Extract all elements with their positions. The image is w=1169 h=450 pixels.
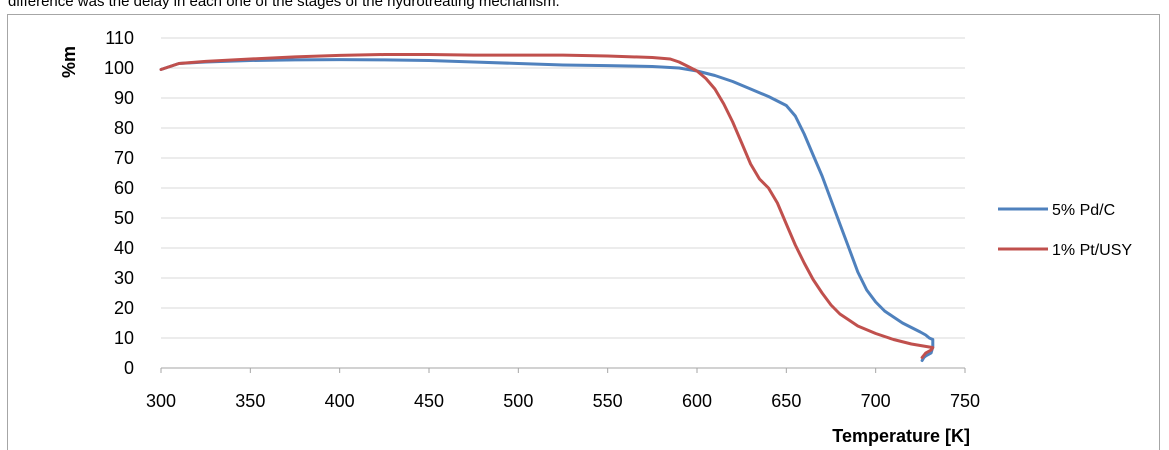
x-tick-label: 550 xyxy=(593,391,623,411)
x-tick-label: 400 xyxy=(325,391,355,411)
chart-frame xyxy=(7,14,1160,450)
x-tick-label: 300 xyxy=(146,391,176,411)
caption-text: difference was the delay in each one of … xyxy=(8,0,560,10)
y-tick-label: 0 xyxy=(124,358,134,378)
x-axis-title: Temperature [K] xyxy=(832,426,970,446)
axes xyxy=(160,367,966,373)
y-tick-label: 10 xyxy=(114,328,134,348)
y-tick-label: 20 xyxy=(114,298,134,318)
y-tick-label: 90 xyxy=(114,88,134,108)
tick-labels: 0 10 20 30 40 50 60 70 80 90 100 110 300 350 400 450 500… xyxy=(104,28,980,411)
x-tick-label: 450 xyxy=(414,391,444,411)
x-tick-label: 350 xyxy=(235,391,265,411)
y-tick-label: 30 xyxy=(114,268,134,288)
x-tick-label: 650 xyxy=(771,391,801,411)
y-tick-label: 40 xyxy=(114,238,134,258)
y-tick-label: 80 xyxy=(114,118,134,138)
y-tick-label: 110 xyxy=(105,28,134,48)
y-tick-label: 60 xyxy=(114,178,134,198)
y-tick-label: 50 xyxy=(114,208,134,228)
y-tick-label: 100 xyxy=(104,58,134,78)
legend-item-2: 1% Pt/USY xyxy=(998,242,1132,259)
x-tick-label: 750 xyxy=(950,391,980,411)
series-line-1 xyxy=(159,58,935,362)
y-tick-label: 70 xyxy=(114,148,134,168)
series-lines xyxy=(159,53,935,362)
legend-item-1: 5% Pd/C xyxy=(998,202,1115,219)
legend-label: 1% Pt/USY xyxy=(1052,242,1132,259)
legend: 5% Pd/C 1% Pt/USY xyxy=(998,202,1132,259)
x-tick-label: 500 xyxy=(503,391,533,411)
grid-lines xyxy=(161,37,965,339)
legend-label: 5% Pd/C xyxy=(1052,202,1115,219)
x-tick-label: 700 xyxy=(861,391,891,411)
series-line-2 xyxy=(159,53,935,359)
y-axis-title: %m xyxy=(59,46,79,78)
x-tick-label: 600 xyxy=(682,391,712,411)
